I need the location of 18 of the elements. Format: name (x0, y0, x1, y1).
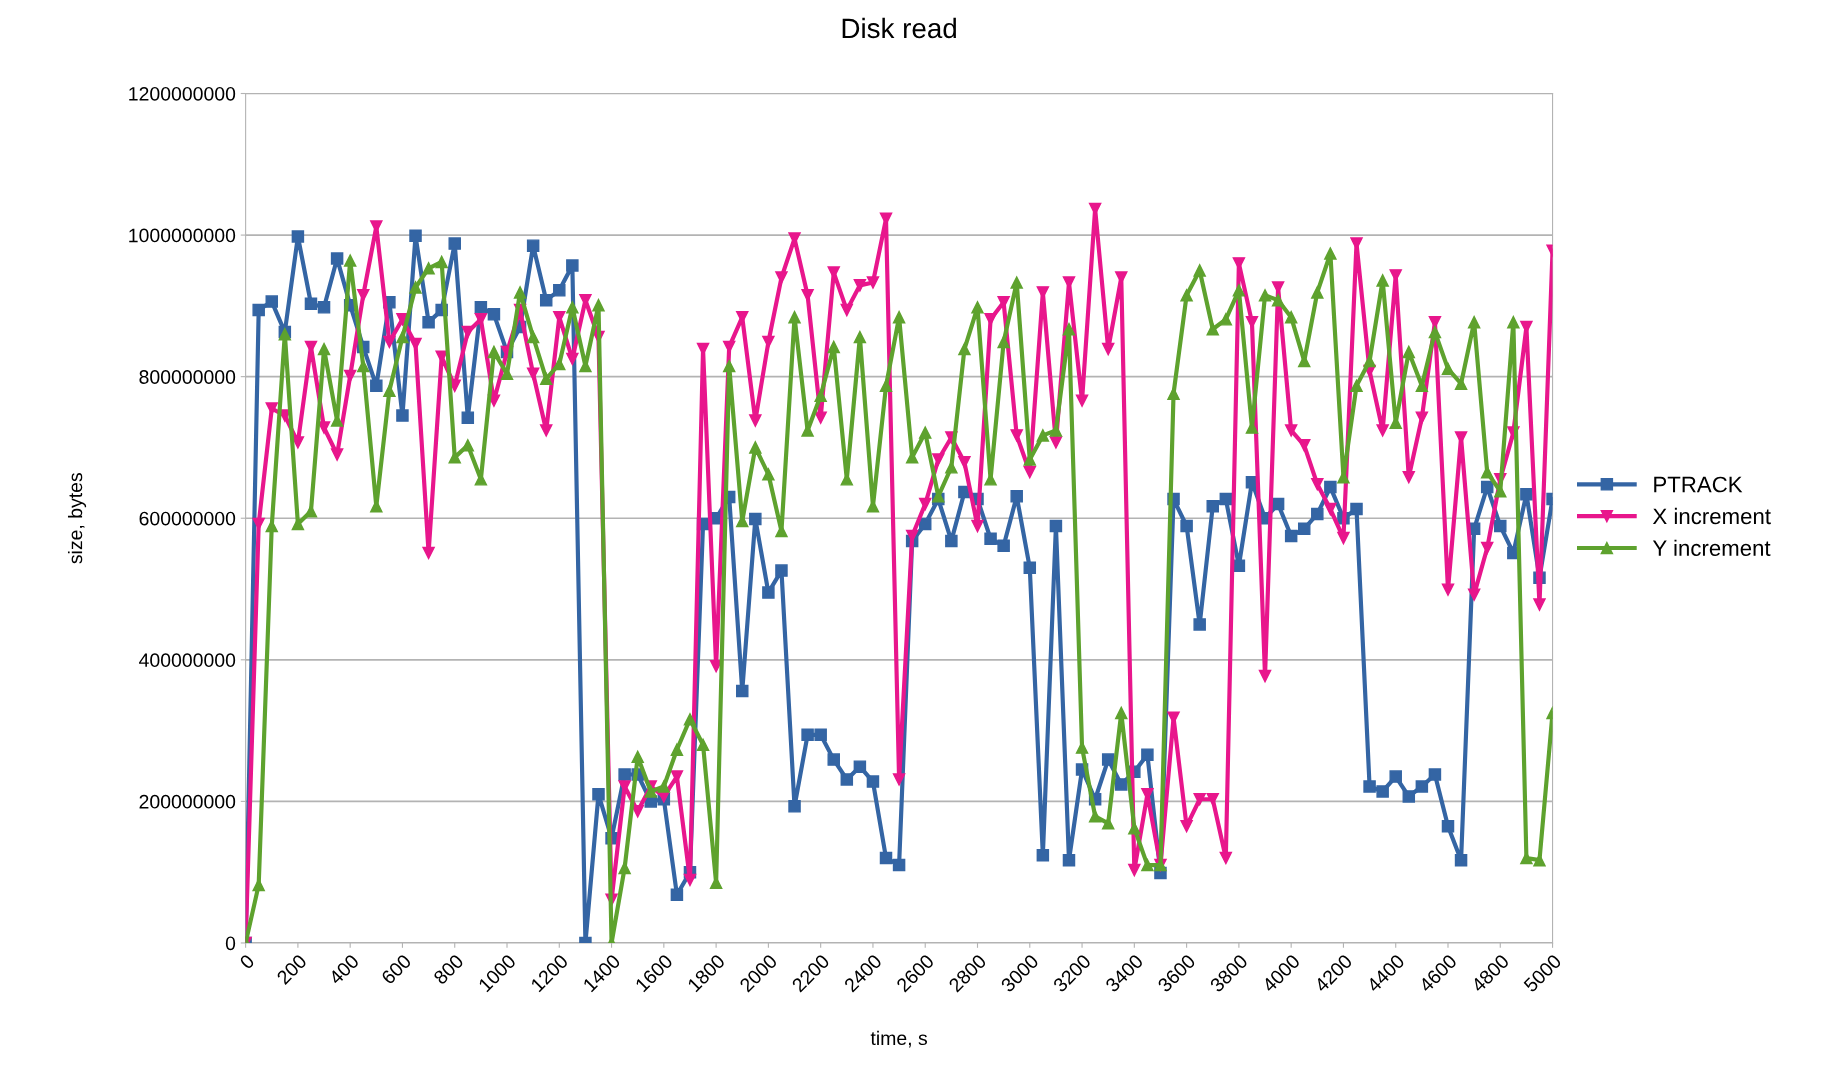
y-tick-label: 1200000000 (129, 86, 236, 101)
y-tick-label: 1000000000 (129, 228, 236, 243)
y-tick-label: 400000000 (139, 653, 236, 668)
chart-title: Disk read (842, 17, 956, 39)
x-tick-label: 200 (276, 953, 308, 986)
legend-label: X increment (1652, 507, 1771, 525)
y-tick-label: 0 (225, 936, 236, 951)
x-tick-label: 0 (238, 953, 256, 970)
y-tick-label: 600000000 (139, 511, 236, 526)
y-tick-label: 800000000 (139, 370, 236, 384)
x-tick-label: 800 (432, 953, 465, 986)
x-tick-label: 400 (327, 953, 360, 986)
y-axis-title: size, bytes (67, 473, 87, 564)
x-tick-label: 600 (380, 953, 413, 986)
x-axis-title: time, s (870, 1030, 928, 1048)
y-tick-label: 200000000 (139, 794, 236, 809)
legend-label: PTRACK (1654, 476, 1743, 493)
legend-label: Y increment (1652, 539, 1771, 557)
